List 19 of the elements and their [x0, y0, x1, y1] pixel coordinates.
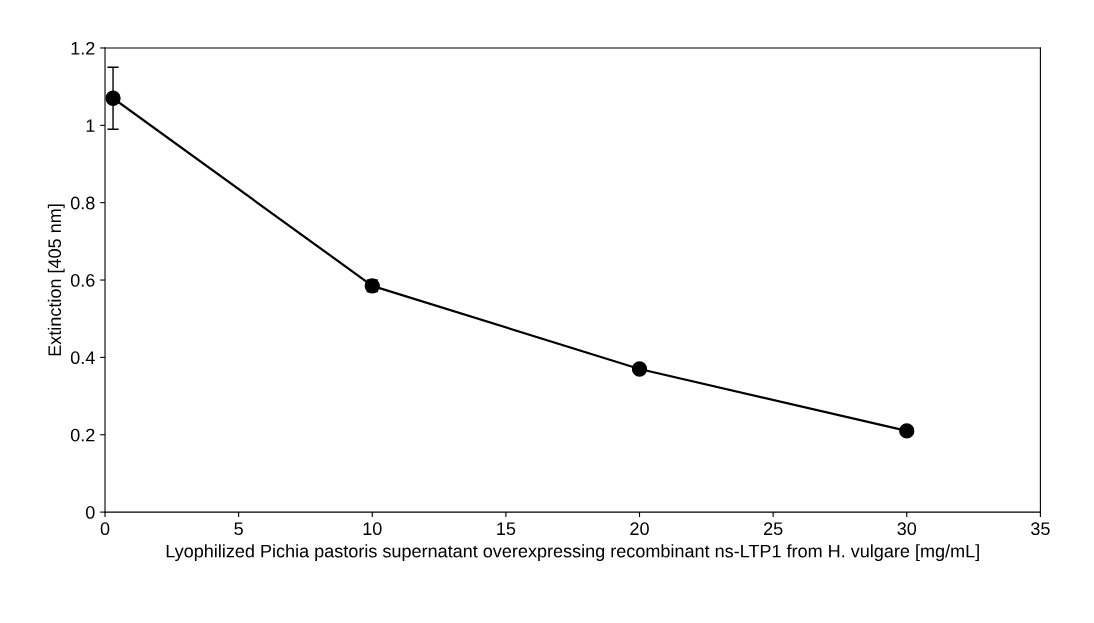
x-tick-label: 0: [100, 522, 110, 536]
point: [631, 361, 648, 377]
y-tick-label: 1: [86, 119, 95, 132]
y-axis-title: Extinction [405 nm]: [47, 204, 65, 356]
x-tick-label: 25: [764, 522, 783, 536]
point: [899, 423, 915, 439]
y-tick-label: 0.4: [70, 351, 95, 365]
x-tick-label: 30: [897, 522, 917, 536]
y-tick-label: 0.2: [70, 428, 95, 442]
x-tick-label: 5: [234, 522, 243, 536]
x-tick-label: 35: [1031, 522, 1050, 536]
y-tick-label: 0: [85, 506, 95, 519]
x-axis-title: Lyophilized Pichia pastoris supernatant overexpressing recombinant ns-LTP1 from H. vulgare [mg/mL]: [166, 544, 979, 562]
x-tick-label: 10: [363, 522, 382, 536]
y-tick-label: 0.8: [70, 196, 95, 210]
x-tick-label: 20: [630, 522, 649, 536]
x-tick-label: 15: [497, 522, 516, 536]
y-tick-label: 1.2: [71, 41, 95, 55]
y-tick-label: 0.6: [70, 273, 95, 287]
